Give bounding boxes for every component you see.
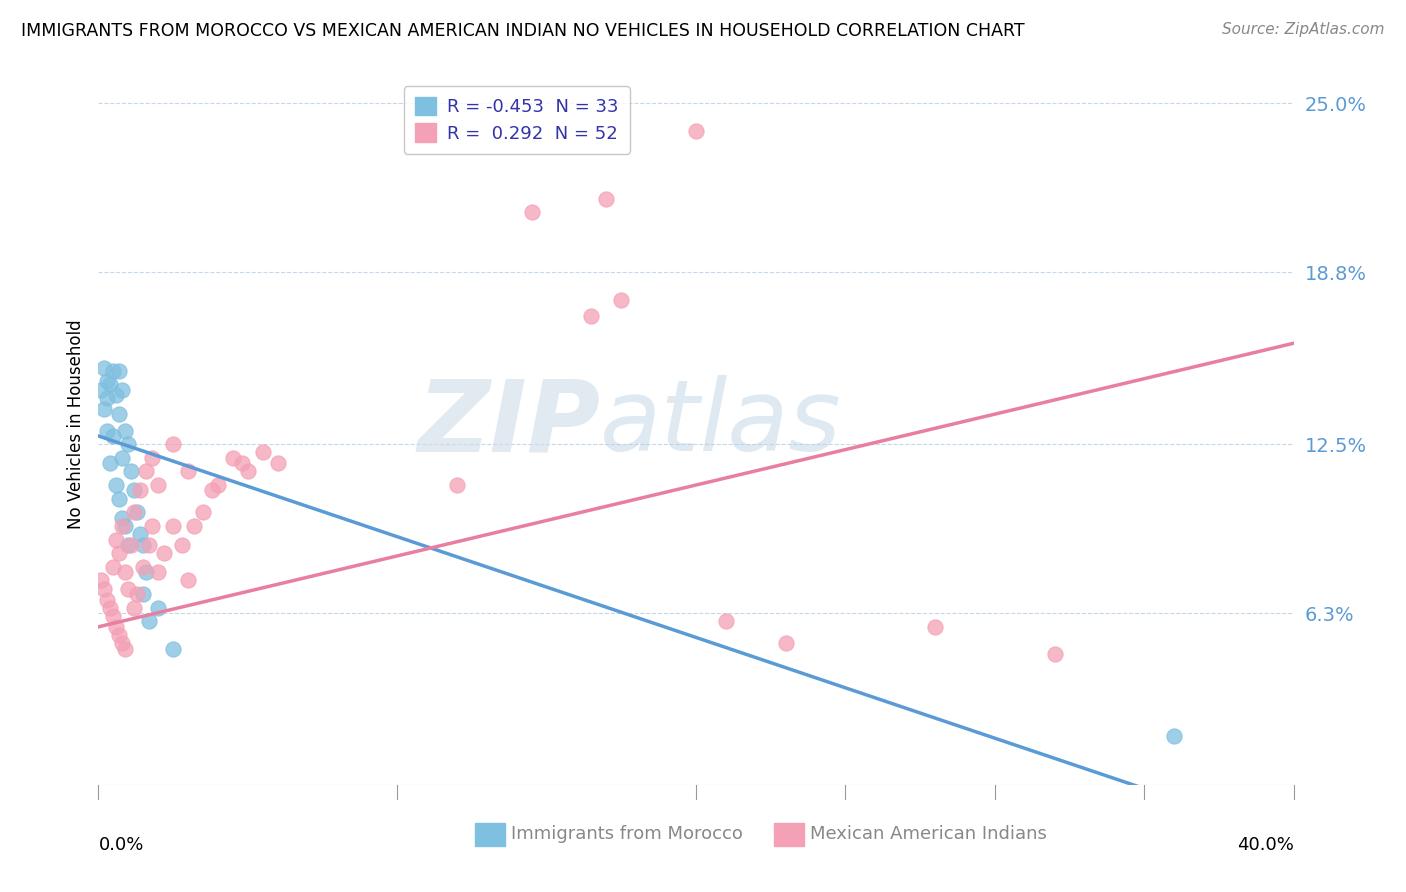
Point — [132, 538, 155, 552]
Point — [595, 192, 617, 206]
Point — [103, 608, 125, 623]
Point — [129, 483, 152, 498]
Point — [108, 628, 131, 642]
Text: atlas: atlas — [600, 376, 842, 472]
FancyBboxPatch shape — [773, 823, 804, 847]
Point — [96, 424, 118, 438]
Point — [132, 559, 155, 574]
Point — [201, 483, 224, 498]
Point — [98, 456, 122, 470]
Point — [1163, 729, 1185, 743]
Point — [98, 377, 122, 392]
Point — [129, 527, 152, 541]
Point — [581, 309, 603, 323]
Point — [138, 538, 160, 552]
Point — [111, 519, 134, 533]
FancyBboxPatch shape — [475, 823, 505, 847]
Point — [141, 519, 163, 533]
Point — [114, 424, 136, 438]
Point — [236, 464, 259, 478]
Legend: R = -0.453  N = 33, R =  0.292  N = 52: R = -0.453 N = 33, R = 0.292 N = 52 — [404, 86, 630, 153]
Point — [924, 620, 946, 634]
Point — [120, 464, 142, 478]
Point — [111, 636, 134, 650]
Text: ZIP: ZIP — [418, 376, 600, 472]
Point — [124, 483, 146, 498]
Point — [446, 478, 468, 492]
Point — [105, 533, 128, 547]
Point — [520, 205, 543, 219]
Point — [103, 429, 125, 443]
Point — [96, 391, 118, 405]
Point — [153, 546, 176, 560]
Point — [114, 566, 136, 580]
Text: Mexican American Indians: Mexican American Indians — [810, 825, 1046, 843]
Point — [98, 600, 122, 615]
Point — [177, 464, 200, 478]
Text: 40.0%: 40.0% — [1237, 836, 1294, 854]
Point — [132, 587, 155, 601]
Point — [90, 383, 112, 397]
Point — [714, 615, 737, 629]
Point — [105, 620, 128, 634]
Text: Immigrants from Morocco: Immigrants from Morocco — [510, 825, 742, 843]
Point — [222, 450, 245, 465]
Point — [148, 600, 170, 615]
Text: Source: ZipAtlas.com: Source: ZipAtlas.com — [1222, 22, 1385, 37]
Point — [252, 445, 274, 459]
Point — [172, 538, 194, 552]
Point — [127, 587, 149, 601]
Point — [93, 360, 115, 375]
Point — [135, 464, 157, 478]
Point — [231, 456, 253, 470]
Text: 0.0%: 0.0% — [98, 836, 143, 854]
Text: IMMIGRANTS FROM MOROCCO VS MEXICAN AMERICAN INDIAN NO VEHICLES IN HOUSEHOLD CORR: IMMIGRANTS FROM MOROCCO VS MEXICAN AMERI… — [21, 22, 1025, 40]
Point — [775, 636, 797, 650]
Point — [124, 505, 146, 519]
Point — [191, 505, 214, 519]
Point — [685, 123, 707, 137]
Point — [207, 478, 229, 492]
Point — [183, 519, 205, 533]
Point — [1043, 647, 1066, 661]
Point — [141, 450, 163, 465]
Point — [111, 383, 134, 397]
Point — [162, 437, 184, 451]
Point — [103, 559, 125, 574]
Point — [111, 450, 134, 465]
Point — [610, 293, 633, 307]
Point — [162, 641, 184, 656]
Point — [117, 582, 139, 596]
Point — [114, 641, 136, 656]
Point — [162, 519, 184, 533]
Point — [177, 574, 200, 588]
Y-axis label: No Vehicles in Household: No Vehicles in Household — [66, 318, 84, 529]
Point — [108, 546, 131, 560]
Point — [148, 566, 170, 580]
Point — [117, 437, 139, 451]
Point — [117, 538, 139, 552]
Point — [103, 363, 125, 377]
Point — [111, 510, 134, 524]
Point — [96, 592, 118, 607]
Point — [90, 574, 112, 588]
Point — [148, 478, 170, 492]
Point — [96, 375, 118, 389]
Point — [105, 388, 128, 402]
Point — [93, 401, 115, 416]
Point — [120, 538, 142, 552]
Point — [108, 363, 131, 377]
Point — [114, 519, 136, 533]
Point — [267, 456, 290, 470]
Point — [135, 566, 157, 580]
Point — [108, 407, 131, 421]
Point — [138, 615, 160, 629]
Point — [108, 491, 131, 506]
Point — [127, 505, 149, 519]
Point — [124, 600, 146, 615]
Point — [93, 582, 115, 596]
Point — [105, 478, 128, 492]
